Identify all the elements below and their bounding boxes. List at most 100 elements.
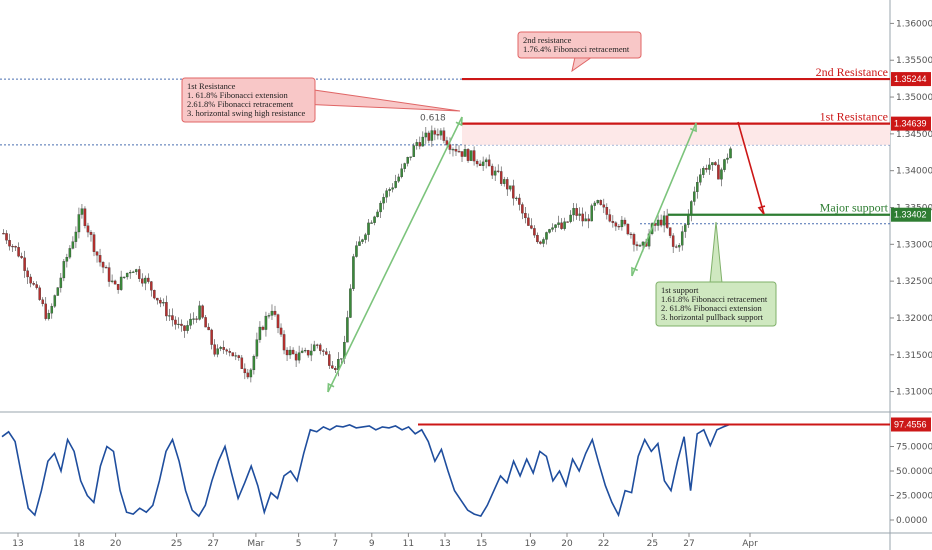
time-tick-label: 13 (439, 539, 450, 549)
candle-body (68, 248, 72, 258)
price-tick-label: 1.35500 (896, 56, 932, 66)
candle-body (249, 369, 253, 378)
candle-body (502, 179, 506, 184)
candle-body (5, 233, 8, 241)
candle-body (593, 202, 597, 206)
candle-body (484, 159, 488, 163)
candle-body (445, 140, 449, 145)
candle-body (14, 246, 17, 248)
candle-body (116, 284, 120, 290)
candle-body (312, 344, 316, 352)
support-note-line: 2. 61.8% Fibonacci extension (661, 303, 763, 313)
candle-body (427, 132, 431, 141)
candle-body (509, 185, 512, 190)
time-tick-label: Apr (742, 539, 758, 549)
candle-body (409, 156, 412, 158)
resistance-1-note-line: 1. 61.8% Fibonacci extension (187, 90, 289, 100)
candle-body (596, 200, 600, 204)
candle-body (659, 219, 663, 226)
time-tick-label: 11 (403, 539, 414, 549)
candle-body (569, 214, 572, 222)
candle-body (159, 299, 162, 304)
candle-body (406, 157, 409, 164)
candle-body (418, 142, 422, 147)
fib-extension-arrow-1 (327, 116, 463, 393)
candle-body (150, 281, 153, 291)
candle-body (388, 189, 391, 191)
fibonacci-label: 0.618 (420, 114, 446, 124)
oscillator-line (1, 423, 731, 518)
candle-body (506, 179, 509, 190)
candle-body (71, 241, 75, 249)
time-tick-label: 7 (332, 539, 338, 549)
candle-body (77, 214, 81, 233)
candle-body (29, 276, 32, 284)
candle-body (499, 171, 503, 184)
candle-body (687, 214, 690, 225)
fib-extension-arrow-2 (631, 122, 697, 277)
candle-body (8, 240, 11, 247)
oscillator-axis[interactable]: 75.0000 50.0000 25.0000 0.0000 97.4556 (890, 417, 932, 526)
time-tick-label: 18 (73, 539, 85, 549)
resistance-1-note-line: 2.61.8% Fibonacci retracement (187, 99, 294, 109)
candle-body (524, 212, 527, 219)
candle-body (693, 191, 696, 202)
candle-body (656, 219, 660, 226)
candle-body (611, 221, 615, 223)
candle-body (186, 325, 189, 331)
candle-body (385, 190, 388, 198)
time-tick-label: Mar (247, 539, 264, 549)
candle-body (457, 151, 461, 153)
candle-body (328, 354, 331, 366)
candle-body (237, 355, 241, 358)
candle-body (355, 245, 358, 257)
candle-body (47, 313, 51, 319)
candle-body (153, 290, 156, 299)
fib-extension-arrow-2-head (631, 266, 639, 277)
candle-body (433, 130, 437, 135)
candle-body (671, 235, 675, 247)
candle-body (466, 149, 470, 161)
candle-body (674, 246, 678, 248)
candle-body (325, 351, 328, 355)
price-tick-label: 1.36000 (896, 19, 932, 29)
candle-body (702, 168, 705, 175)
candle-body (680, 231, 684, 246)
candle-body (536, 234, 539, 243)
time-tick-label: 20 (561, 539, 573, 549)
candle-body (373, 216, 376, 223)
candle-body (708, 164, 711, 170)
candle-body (539, 241, 542, 244)
candle-body (521, 204, 524, 214)
candle-body (180, 323, 183, 326)
candle-body (632, 234, 636, 245)
price-axis[interactable]: 1.360001.355001.350001.345001.340001.335… (890, 19, 932, 398)
price-tag-label: 1.33402 (894, 210, 927, 220)
candle-body (113, 280, 117, 285)
candle-body (394, 181, 397, 188)
candle-body (198, 305, 201, 320)
candle-body (144, 277, 147, 284)
candle-body (231, 352, 235, 357)
candle-body (629, 233, 633, 235)
candle-body (80, 208, 84, 215)
candle-body (421, 136, 425, 147)
candle-body (279, 327, 283, 335)
candle-body (662, 215, 666, 226)
candle-body (557, 222, 560, 225)
time-axis[interactable]: 13 18 20 25 27 Mar 5 7 9 11 13 15 19 20 22 25 27 Apr (12, 533, 758, 549)
candle-body (376, 211, 379, 218)
candle-body (17, 247, 20, 257)
candle-body (382, 197, 385, 204)
candle-body (415, 142, 419, 146)
candle-body (472, 150, 476, 162)
candle-body (454, 149, 458, 152)
candle-body (391, 187, 394, 190)
candle-body (512, 185, 515, 199)
candle-body (714, 162, 717, 166)
